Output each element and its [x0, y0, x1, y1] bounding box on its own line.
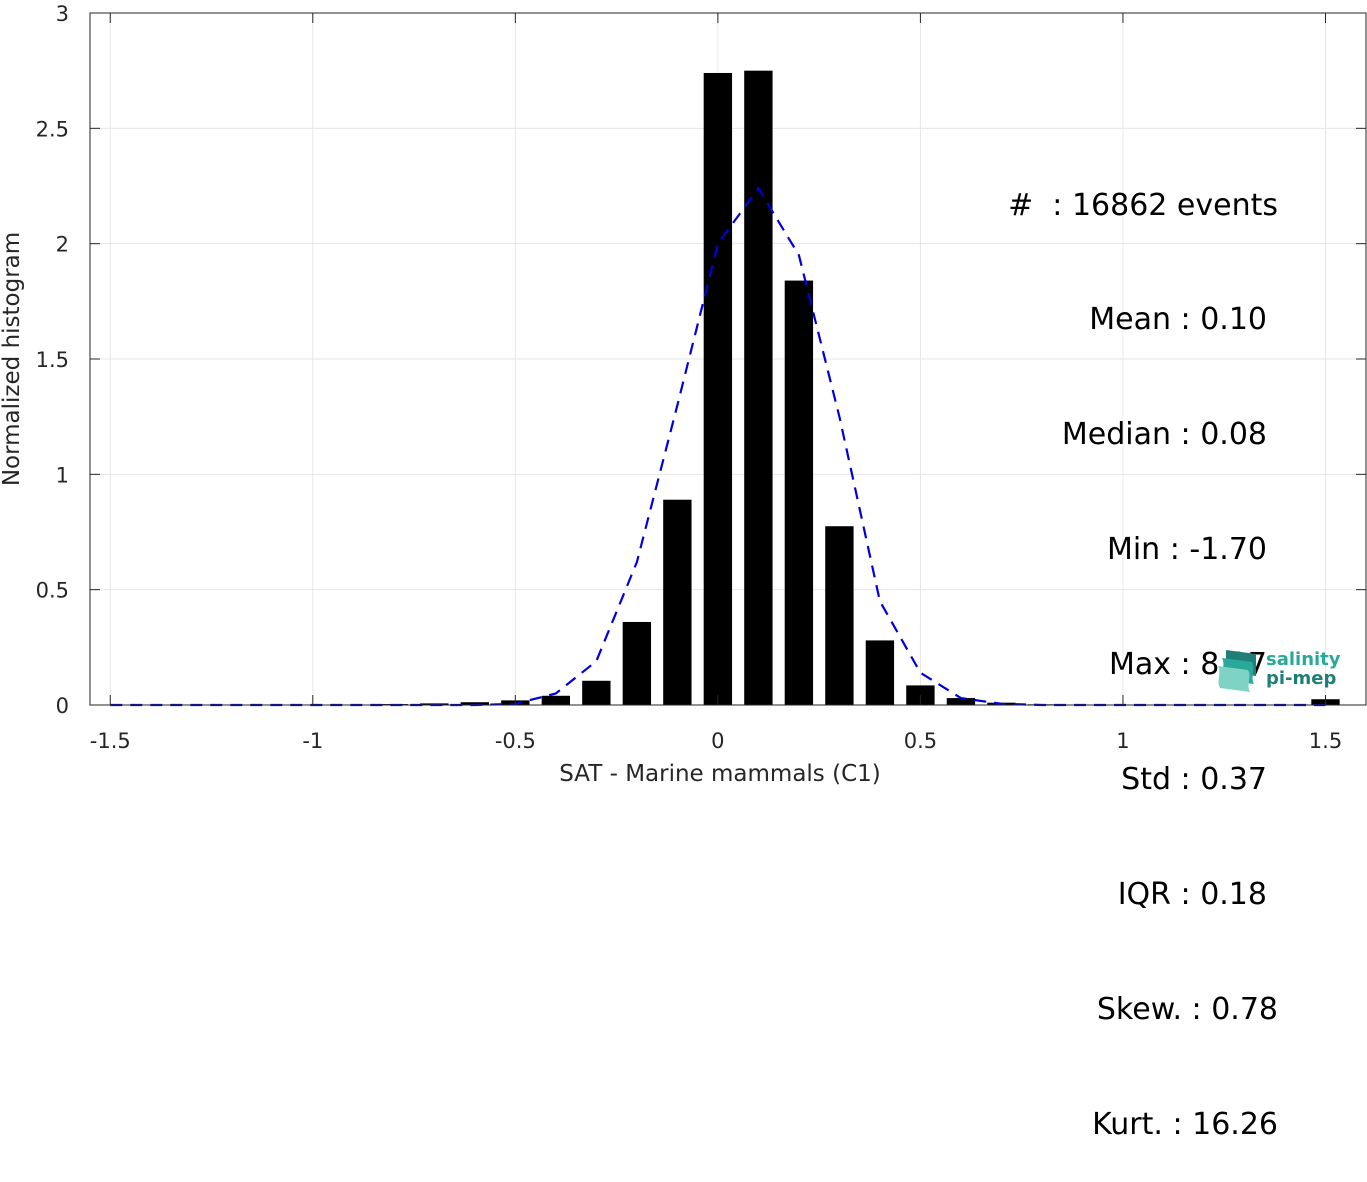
y-axis-label: Normalized histogram [0, 232, 25, 486]
salinity-pimep-logo: salinity pi-mep [1216, 646, 1346, 696]
histogram-bar [704, 73, 732, 705]
stat-skew: Skew. : 0.78 [960, 991, 1278, 1029]
histogram-bar [542, 696, 570, 705]
x-axis-label: SAT - Marine mammals (C1) [559, 761, 881, 785]
stat-mean: Mean : 0.10 [960, 301, 1278, 339]
x-tick-label: -1.5 [90, 729, 131, 753]
x-tick-label: 0 [711, 729, 724, 753]
stat-std: Std : 0.37 [960, 761, 1278, 799]
x-tick-label: 0.5 [904, 729, 937, 753]
histogram-bar [744, 71, 772, 705]
histogram-bar [582, 681, 610, 705]
histogram-bar [623, 622, 651, 705]
stat-iqr: IQR : 0.18 [960, 876, 1278, 914]
logo-text-pimep: pi-mep [1266, 669, 1336, 689]
y-tick-label: 0 [56, 694, 69, 718]
stat-median: Median : 0.08 [960, 416, 1278, 454]
y-tick-label: 2 [56, 233, 69, 257]
stat-kurt: Kurt. : 16.26 [960, 1106, 1278, 1144]
y-tick-labels: 0 0.5 1 1.5 2 2.5 3 [36, 2, 69, 718]
y-tick-label: 0.5 [36, 579, 69, 603]
x-tick-label: 1.5 [1309, 729, 1342, 753]
histogram-bar [866, 640, 894, 705]
x-tick-label: -1 [302, 729, 323, 753]
wave-stack-icon [1216, 646, 1264, 696]
y-tick-label: 1.5 [36, 348, 69, 372]
y-tick-label: 1 [56, 463, 69, 487]
stat-min: Min : -1.70 [960, 531, 1278, 569]
histogram-bar [825, 526, 853, 705]
y-tick-label: 3 [56, 2, 69, 26]
histogram-bar [785, 281, 813, 705]
y-tick-label: 2.5 [36, 117, 69, 141]
stat-count: # : 16862 events [960, 187, 1278, 225]
x-tick-label: -0.5 [495, 729, 536, 753]
histogram-bar [663, 500, 691, 705]
logo-text-salinity: salinity [1266, 650, 1341, 670]
